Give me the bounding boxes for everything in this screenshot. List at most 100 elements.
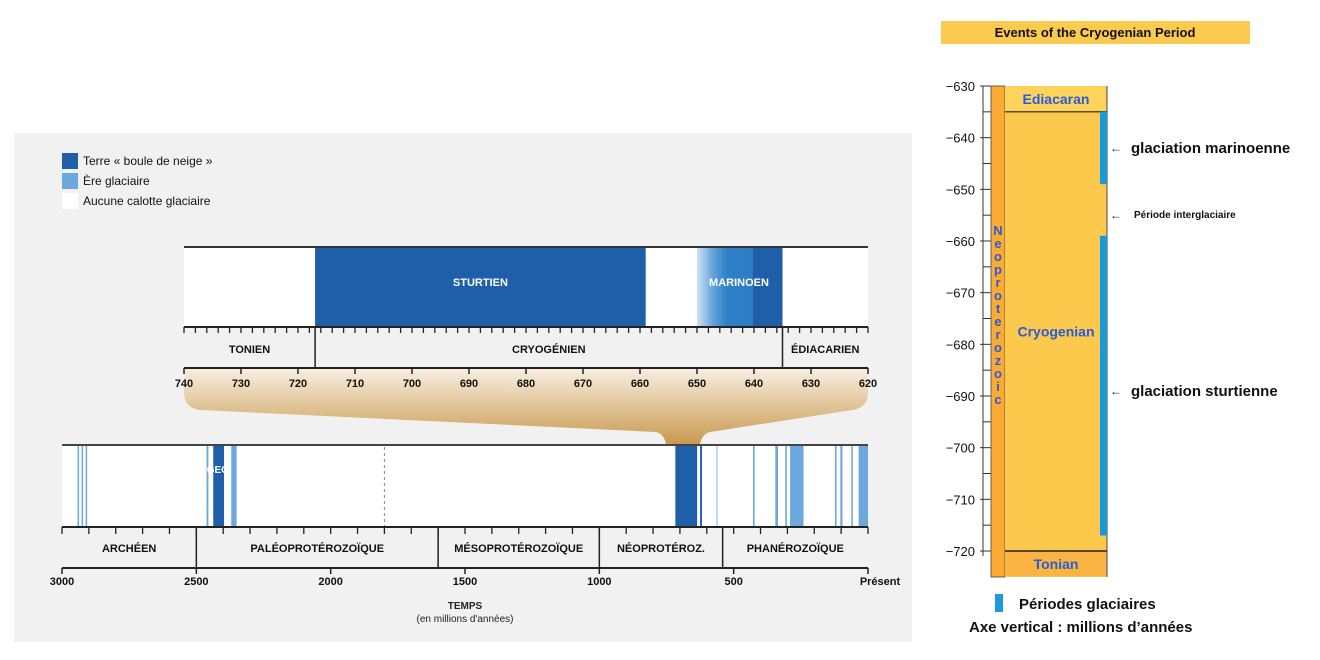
period-label: CRYOGÉNIEN	[512, 343, 586, 356]
axis-tick-label: 680	[517, 378, 535, 390]
period-block	[1005, 86, 1107, 112]
axis-tick-label: −630	[946, 79, 975, 94]
annotation-label: Période interglaciaire	[1134, 210, 1236, 221]
event-label: MARINOEN	[709, 277, 769, 289]
period-label: NÉOPROTÉROZ.	[617, 542, 705, 555]
axis-tick-label: 670	[574, 378, 592, 390]
arrow-icon: ←	[1110, 384, 1122, 398]
axis-tick-label: 640	[745, 378, 763, 390]
axis-tick-label: 2500	[184, 576, 208, 588]
event-band	[315, 247, 646, 326]
glaciation-band	[81, 445, 84, 527]
glacial-bar	[1100, 235, 1107, 536]
era-letter: r	[995, 275, 1000, 290]
zoom-funnel	[184, 368, 868, 444]
era-letter: z	[995, 353, 1002, 368]
axis-tick-label: 660	[631, 378, 649, 390]
legend-swatch	[62, 153, 78, 169]
era-letter: i	[996, 379, 1000, 394]
arrow-icon: ←	[1110, 208, 1122, 222]
period-label: ÉDIACARIEN	[791, 343, 860, 356]
axis-tick-label: 740	[175, 378, 193, 390]
period-label: TONIEN	[229, 344, 270, 356]
axis-tick-label: 730	[232, 378, 250, 390]
glaciation-band	[85, 445, 88, 527]
legend-swatch	[995, 594, 1003, 612]
axis-tick-label: −690	[946, 389, 975, 404]
glaciation-band	[840, 445, 843, 527]
glaciation-band	[790, 445, 804, 527]
glaciation-band	[834, 445, 837, 527]
axis-tick-label: 720	[289, 378, 307, 390]
axis-subtitle: (en millions d'années)	[417, 614, 514, 625]
glaciation-band	[231, 445, 237, 527]
axis-note: Axe vertical : millions d’années	[969, 619, 1192, 636]
era-letter: e	[994, 314, 1001, 329]
axis-tick-label: 3000	[50, 576, 74, 588]
axis-tick-label: −670	[946, 286, 975, 301]
period-label: ARCHÉEN	[102, 542, 156, 555]
axis-tick-label: 2000	[318, 576, 342, 588]
axis-tick-label: 1500	[453, 576, 477, 588]
axis-tick-label: 690	[460, 378, 478, 390]
legend-swatch	[62, 173, 78, 189]
annotation-label: glaciation sturtienne	[1131, 383, 1278, 400]
glaciation-band	[716, 445, 718, 527]
legend-swatch	[62, 193, 78, 209]
axis-tick-label: −680	[946, 337, 975, 352]
legend-label: Aucune calotte glaciaire	[83, 194, 211, 208]
event-label: STURTIEN	[453, 277, 508, 289]
axis-title: TEMPS	[448, 601, 483, 612]
axis-tick-label: −710	[946, 492, 975, 507]
event-band	[697, 247, 783, 326]
period-label: MÉSOPROTÉROZOÏQUE	[454, 542, 583, 555]
glaciation-band	[775, 445, 778, 527]
glaciation-band	[675, 445, 698, 527]
period-label: Cryogenian	[1017, 323, 1094, 339]
period-label: Tonian	[1034, 556, 1079, 572]
era-letter: p	[994, 262, 1002, 277]
glacial-bar	[1100, 111, 1107, 185]
arrow-icon: ←	[1110, 141, 1122, 155]
legend-label: Périodes glaciaires	[1019, 596, 1156, 613]
era-letter: c	[994, 392, 1001, 407]
era-letter: r	[995, 327, 1000, 342]
axis-tick-label: −650	[946, 182, 975, 197]
glaciation-band	[851, 445, 853, 527]
era-letter: e	[994, 236, 1001, 251]
glaciation-band	[213, 445, 225, 527]
full-bar-background	[62, 445, 868, 527]
axis-tick-label: −640	[946, 131, 975, 146]
legend-label: Ère glaciaire	[83, 173, 150, 188]
period-block	[1005, 551, 1107, 577]
glaciation-band	[206, 445, 209, 527]
period-block	[1005, 111, 1107, 551]
axis-tick-label: Présent	[860, 576, 901, 588]
period-row	[184, 328, 868, 368]
axis-tick-label: −720	[946, 544, 975, 559]
legend-label: Terre « boule de neige »	[83, 154, 213, 168]
glaciation-band	[77, 445, 80, 527]
era-letter: N	[993, 223, 1002, 238]
axis-tick-label: 700	[403, 378, 421, 390]
period-label: Ediacaran	[1023, 91, 1090, 107]
axis-tick-label: 630	[802, 378, 820, 390]
period-label: PALÉOPROTÉROZOÏQUE	[250, 542, 384, 555]
glaciation-band	[700, 445, 702, 527]
chart-title: Events of the Cryogenian Period	[995, 25, 1196, 40]
era-letter: o	[994, 288, 1002, 303]
title-banner	[941, 21, 1250, 44]
annotation-label: glaciation marinoenne	[1131, 140, 1290, 157]
glaciation-band	[858, 445, 868, 527]
glaciation-band	[785, 445, 787, 527]
era-letter: o	[994, 366, 1002, 381]
event-label: GEO	[207, 465, 229, 476]
era-letter: t	[996, 301, 1001, 316]
glaciation-band	[753, 445, 755, 527]
axis-tick-label: 620	[859, 378, 877, 390]
axis-tick-label: 650	[688, 378, 706, 390]
era-letter: o	[994, 340, 1002, 355]
period-label: PHANÉROZOÏQUE	[747, 542, 844, 555]
era-letter: o	[994, 249, 1002, 264]
